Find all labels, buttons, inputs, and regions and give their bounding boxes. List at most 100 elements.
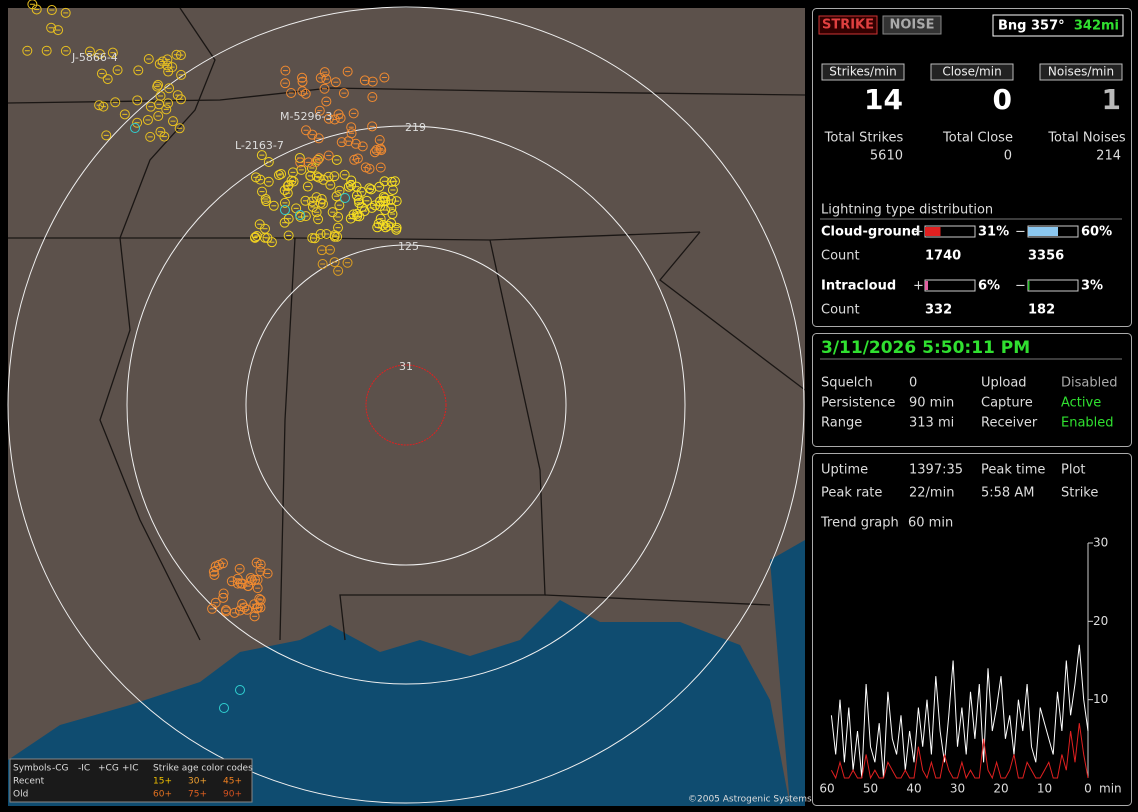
strike-symbol <box>102 74 113 85</box>
status-panel: STRIKE NOISE Bng 357° 342mi Strikes/min 1… <box>812 8 1132 327</box>
setting-text: Capture <box>981 396 1033 411</box>
rate-value: 0 <box>993 83 1012 116</box>
total-value: 214 <box>1096 149 1121 164</box>
stat-text: Uptime <box>821 463 868 478</box>
x-tick-label: 10 <box>1037 782 1052 796</box>
strike-symbol <box>280 78 291 89</box>
legend-text: +CG <box>98 764 119 774</box>
stats-panel: Uptime 1397:35 Peak time Plot Peak rate 22/mi… <box>812 453 1132 806</box>
rate-value: 1 <box>1102 83 1121 116</box>
strike-symbol <box>372 222 383 233</box>
percent-bar <box>1028 281 1030 290</box>
strike-symbol <box>331 154 342 165</box>
strike-symbol <box>313 172 324 183</box>
datetime: 3/11/2026 5:50:11 PM <box>821 338 1030 358</box>
strike-symbol <box>162 54 173 65</box>
strike-symbol <box>110 97 121 108</box>
x-tick-label: 40 <box>906 782 921 796</box>
count-label: Count <box>821 249 860 264</box>
atlantic <box>770 540 805 806</box>
strike-symbol <box>279 197 290 208</box>
setting-text: Receiver <box>981 416 1038 431</box>
percent-track <box>1027 279 1079 292</box>
percent-label: 6% <box>978 279 1000 294</box>
strike-symbol <box>334 200 345 211</box>
strike-symbol <box>254 219 265 230</box>
strike-symbol <box>154 99 165 110</box>
noise-button[interactable] <box>882 15 942 35</box>
panel <box>812 453 1132 806</box>
x-axis-label: min <box>1099 782 1122 796</box>
strike-symbol <box>386 176 397 187</box>
strike-symbol <box>374 134 385 145</box>
strike-symbol <box>379 176 390 187</box>
strike-symbol <box>323 113 334 124</box>
strike-symbol <box>130 123 140 133</box>
strike-symbol <box>351 181 362 192</box>
strike-symbol <box>273 170 284 181</box>
stat-value: 60 min <box>908 516 953 531</box>
legend-text: 15+ <box>153 777 172 787</box>
strike-symbol <box>314 105 325 116</box>
strike-symbol <box>310 157 321 168</box>
settings-rows: Squelch 0 Upload Disabled Persistence 90 min C… <box>821 376 1117 431</box>
strike-symbol <box>237 599 248 610</box>
strike-symbol <box>209 569 220 580</box>
x-tick-label: 60 <box>819 782 834 796</box>
strike-symbol <box>300 195 311 206</box>
legend-text: Recent <box>13 777 45 787</box>
strike-symbols <box>22 0 402 713</box>
strike-symbol <box>226 576 237 587</box>
sign: + <box>913 279 924 294</box>
strike-symbol <box>96 68 107 79</box>
stat-label: Trend graph <box>820 516 899 531</box>
type-name: Cloud-ground <box>821 225 920 240</box>
strike-symbol <box>60 7 71 18</box>
strike-symbol <box>249 611 260 622</box>
strike-symbol <box>369 147 380 158</box>
strike-symbol <box>46 5 57 16</box>
setting-text: Squelch <box>821 376 873 391</box>
strike-symbol <box>379 72 390 83</box>
strike-symbol <box>286 88 297 99</box>
strike-symbol <box>280 205 290 215</box>
stat-text: 22/min <box>909 486 954 501</box>
strike-symbol <box>296 164 307 175</box>
strike-symbol <box>176 69 187 80</box>
strike-symbol <box>307 201 318 212</box>
sign: − <box>1015 279 1026 294</box>
strike-symbol <box>250 172 261 183</box>
strike-symbol <box>153 79 164 90</box>
strike-symbol <box>286 175 297 186</box>
strike-symbol <box>145 131 156 142</box>
strike-symbol <box>364 163 375 174</box>
strike-symbol <box>327 207 338 218</box>
strike-symbol <box>371 145 382 156</box>
strike-symbol <box>27 0 38 10</box>
strike-symbol <box>323 150 334 161</box>
strike-button[interactable] <box>818 15 878 35</box>
y-tick-label: 10 <box>1093 692 1108 706</box>
strike-symbol <box>312 154 323 165</box>
strike-symbol <box>361 195 372 206</box>
strike-symbol <box>255 594 266 605</box>
strike-symbol <box>366 184 377 195</box>
strike-symbol <box>282 188 293 199</box>
strike-symbol <box>101 130 112 141</box>
strike-symbol <box>324 244 335 255</box>
strike-symbol <box>311 171 322 182</box>
strike-symbol <box>323 171 334 182</box>
strike-symbol <box>391 196 402 207</box>
strike-symbol <box>242 604 253 615</box>
strike-symbol <box>259 232 270 243</box>
legend-text: 75+ <box>188 790 207 800</box>
strike-symbol <box>84 46 95 57</box>
stat-text: 5:58 AM <box>981 486 1034 501</box>
strike-symbol <box>354 197 365 208</box>
strike-symbol <box>342 257 353 268</box>
sign: − <box>1015 225 1026 240</box>
setting-text: Enabled <box>1061 416 1114 431</box>
setting-text: Active <box>1061 396 1101 411</box>
strike-symbol <box>164 83 175 94</box>
button-label: STRIKE <box>822 18 874 33</box>
